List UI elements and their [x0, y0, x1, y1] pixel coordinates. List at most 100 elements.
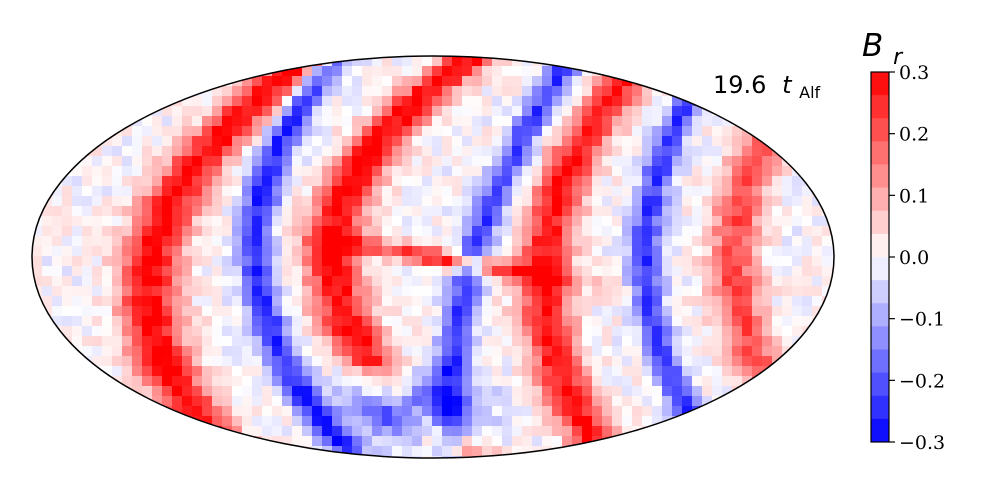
br-cell — [312, 406, 323, 417]
br-cell — [552, 276, 563, 287]
br-cell — [602, 326, 613, 337]
br-cell — [42, 286, 53, 297]
br-cell — [552, 316, 563, 327]
br-cell — [252, 226, 263, 237]
br-cell — [82, 316, 93, 327]
br-cell — [252, 306, 263, 317]
br-cell — [412, 246, 423, 257]
br-cell — [542, 136, 553, 147]
br-cell — [152, 376, 163, 387]
br-cell — [82, 206, 93, 217]
br-cell — [762, 136, 773, 147]
br-cell — [92, 336, 103, 347]
br-cell — [112, 176, 123, 187]
br-cell — [302, 246, 313, 257]
br-cell — [512, 216, 523, 227]
br-cell — [732, 266, 743, 277]
br-cell — [502, 106, 513, 117]
br-cell — [122, 316, 133, 327]
br-cell — [682, 306, 693, 317]
br-cell — [782, 226, 793, 237]
br-cell — [182, 366, 193, 377]
br-cell — [172, 396, 183, 407]
br-cell — [72, 346, 83, 357]
br-cell — [652, 226, 663, 237]
br-cell — [302, 176, 313, 187]
br-cell — [362, 166, 373, 177]
br-cell — [572, 396, 583, 407]
br-cell — [492, 206, 503, 217]
br-cell — [402, 406, 413, 417]
br-cell — [762, 186, 773, 197]
br-cell — [602, 126, 613, 137]
br-cell — [672, 316, 683, 327]
br-cell — [432, 446, 443, 457]
br-cell — [192, 216, 203, 227]
br-cell — [422, 326, 433, 337]
br-cell — [712, 276, 723, 287]
br-cell — [442, 176, 453, 187]
br-cell — [492, 116, 503, 127]
br-cell — [362, 126, 373, 137]
br-cell — [382, 226, 393, 237]
br-cell — [342, 326, 353, 337]
br-cell — [602, 226, 613, 237]
br-cell — [662, 396, 673, 407]
br-cell — [132, 256, 143, 267]
br-cell — [152, 116, 163, 127]
br-cell — [382, 356, 393, 367]
br-cell — [212, 96, 223, 107]
br-cell — [722, 216, 733, 227]
br-cell — [102, 366, 113, 377]
colorbar: B r 0.30.20.10.0−0.1−0.2−0.3 — [862, 28, 945, 454]
br-cell — [132, 346, 143, 357]
br-cell — [432, 146, 443, 157]
br-cell — [302, 316, 313, 327]
colorbar-step — [871, 257, 889, 281]
br-cell — [332, 96, 343, 107]
br-cell — [502, 66, 513, 77]
br-cell — [212, 116, 223, 127]
br-cell — [292, 346, 303, 357]
br-cell — [562, 406, 573, 417]
br-cell — [382, 146, 393, 157]
br-cell — [352, 366, 363, 377]
br-cell — [152, 346, 163, 357]
br-cell — [562, 216, 573, 227]
br-cell — [142, 186, 153, 197]
br-cell — [392, 306, 403, 317]
br-cell — [432, 336, 443, 347]
br-cell — [552, 246, 563, 257]
br-cell — [642, 106, 653, 117]
br-cell — [292, 226, 303, 237]
br-cell — [172, 176, 183, 187]
br-cell — [252, 166, 263, 177]
br-cell — [312, 376, 323, 387]
br-cell — [472, 416, 483, 427]
br-cell — [422, 216, 433, 227]
br-cell — [662, 246, 673, 257]
br-cell — [352, 226, 363, 237]
br-cell — [412, 396, 423, 407]
br-cell — [382, 446, 393, 457]
br-cell — [732, 336, 743, 347]
br-cell — [142, 266, 153, 277]
br-cell — [692, 116, 703, 127]
br-cell — [502, 206, 513, 217]
br-cell — [142, 206, 153, 217]
br-cell — [742, 346, 753, 357]
br-cell — [512, 286, 523, 297]
br-cell — [362, 196, 373, 207]
br-cell — [462, 106, 473, 117]
br-cell — [462, 426, 473, 437]
br-cell — [202, 306, 213, 317]
br-cell — [92, 156, 103, 167]
br-cell — [382, 66, 393, 77]
br-cell — [452, 316, 463, 327]
br-cell — [252, 176, 263, 187]
br-cell — [122, 236, 133, 247]
br-cell — [602, 416, 613, 427]
br-cell — [802, 266, 813, 277]
br-cell — [112, 246, 123, 257]
